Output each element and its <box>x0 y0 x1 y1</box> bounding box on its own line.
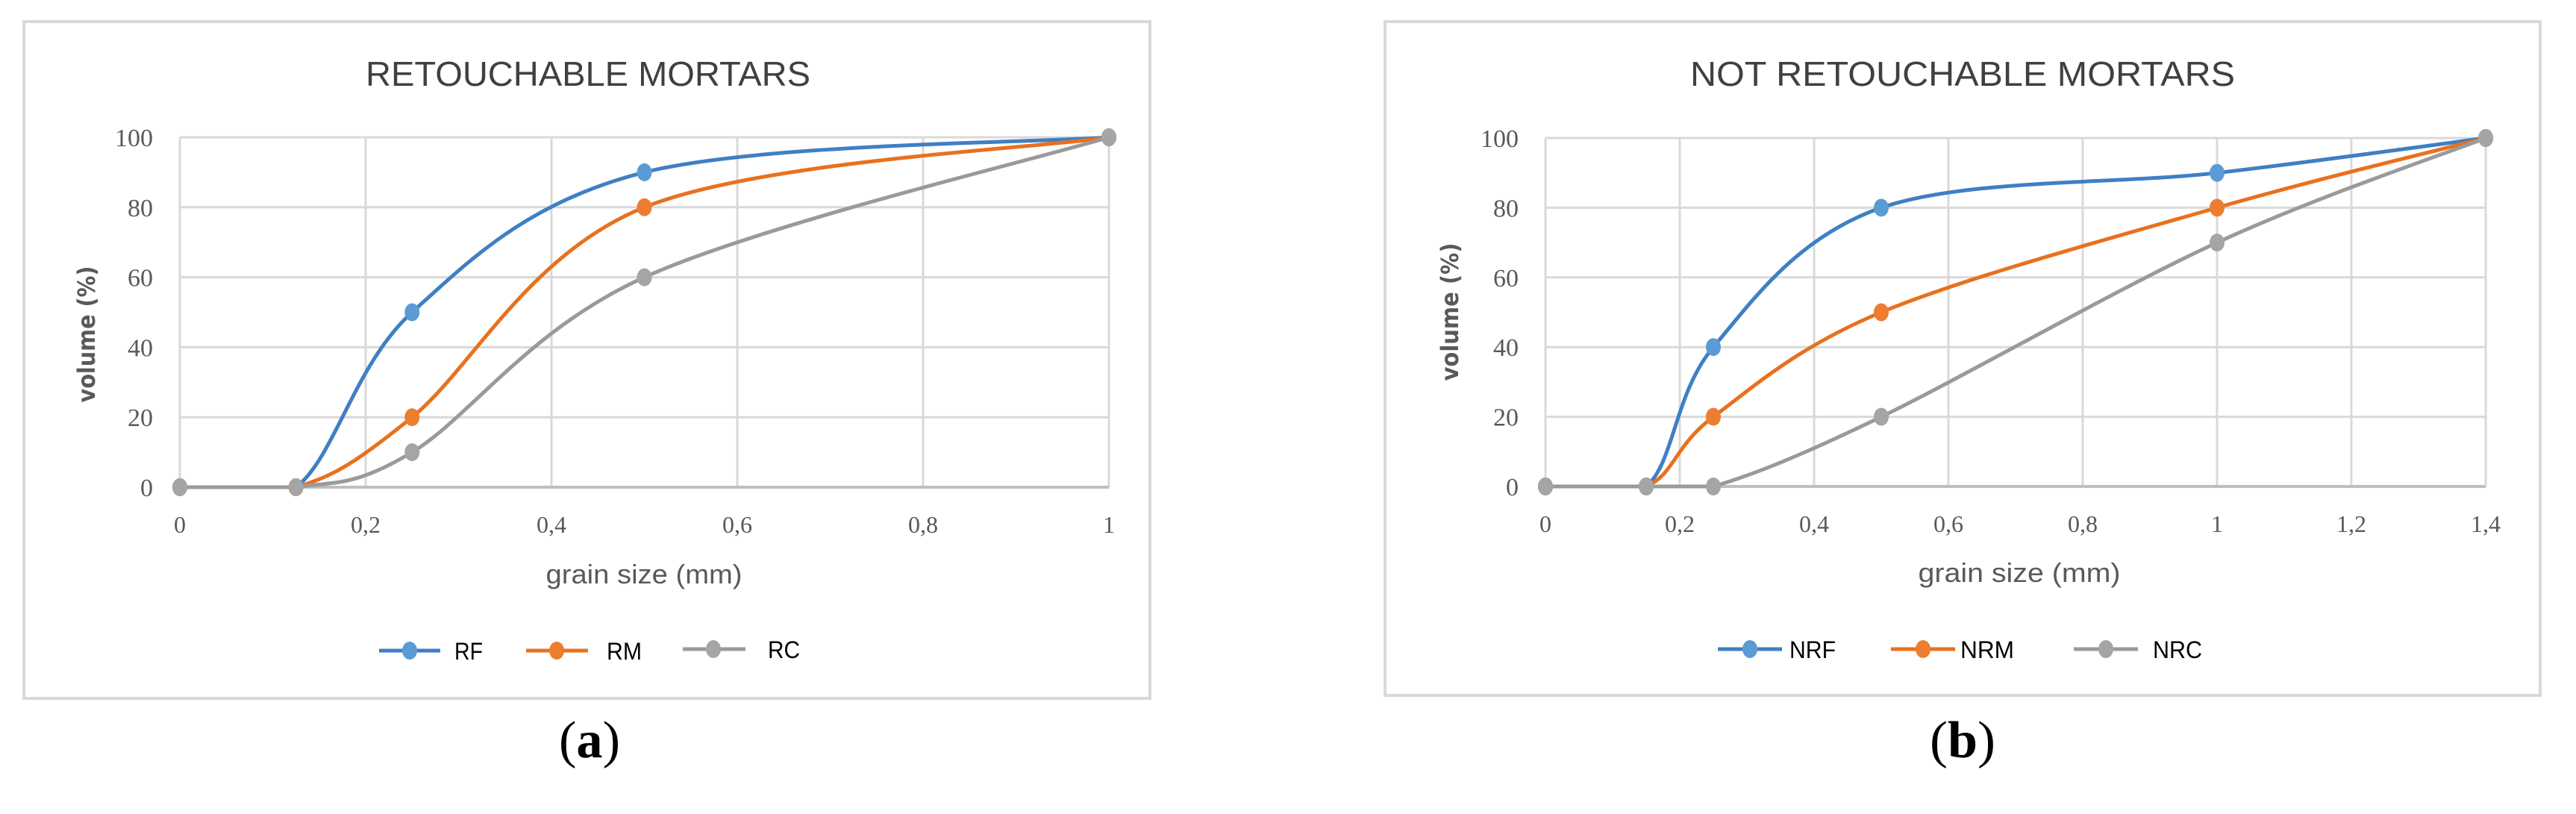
data-point-marker-icon <box>1874 407 1889 426</box>
series-lines <box>1538 129 2493 495</box>
data-point-marker-icon <box>637 198 652 216</box>
y-tick-label: 80 <box>128 195 153 222</box>
x-tick-label: 0,8 <box>2068 510 2098 537</box>
chart-frame <box>22 20 1151 700</box>
legend-label: NRC <box>2153 636 2202 663</box>
data-point-marker-icon <box>404 408 420 427</box>
chart-not-retouchable-mortars: NOT RETOUCHABLE MORTARS 0 20 40 60 80 100 0 0,… <box>1384 20 2542 697</box>
series-line <box>1543 136 2488 489</box>
x-tick-label: 1 <box>1103 511 1115 538</box>
panel-caption-b: (b) <box>1930 712 1995 769</box>
x-tick-label: 1,2 <box>2336 510 2366 537</box>
y-axis-label: volume (%) <box>72 266 101 403</box>
y-tick-label: 40 <box>128 334 153 362</box>
x-tick-label: 0,6 <box>722 511 752 538</box>
panel-caption-a: (a) <box>559 712 620 769</box>
legend-label: NRF <box>1789 636 1836 663</box>
legend-marker-icon <box>549 642 564 660</box>
caption-letter: b <box>1948 712 1978 769</box>
x-tick-labels: 0 0,2 0,4 0,6 0,8 1 <box>174 511 1115 538</box>
data-point-marker-icon <box>1101 128 1116 146</box>
x-tick-labels: 0 0,2 0,4 0,6 0,8 1 1,2 1,4 <box>1539 510 2501 537</box>
legend-marker-icon <box>2098 640 2113 658</box>
data-point-marker-icon <box>1706 407 1721 426</box>
x-tick-label: 1,4 <box>2471 510 2501 537</box>
data-point-marker-icon <box>1874 303 1889 322</box>
y-tick-label: 20 <box>128 404 153 432</box>
x-tick-label: 0 <box>174 511 186 538</box>
legend-label: RC <box>768 636 800 663</box>
caption-letter: a <box>576 712 602 769</box>
data-point-marker-icon <box>1706 338 1721 357</box>
data-point-marker-icon <box>404 443 420 462</box>
x-tick-label: 0,2 <box>1665 510 1695 537</box>
data-point-marker-icon <box>2210 198 2225 217</box>
y-tick-label: 40 <box>1493 334 1519 362</box>
legend-marker-icon <box>1916 640 1931 658</box>
grid <box>178 136 1110 489</box>
legend-item-nrf: NRF <box>1718 636 1836 663</box>
x-axis-label: grain size (mm) <box>546 559 743 589</box>
y-tick-label: 20 <box>1493 404 1519 432</box>
x-tick-label: 0 <box>1539 510 1551 537</box>
data-point-marker-icon <box>1706 478 1721 495</box>
legend-item-rc: RC <box>683 636 800 663</box>
y-tick-labels: 0 20 40 60 80 100 <box>1481 125 1519 501</box>
data-point-marker-icon <box>2210 234 2225 252</box>
legend-marker-icon <box>402 642 417 660</box>
y-tick-label: 0 <box>1506 474 1519 501</box>
y-tick-label: 60 <box>1493 265 1519 292</box>
x-tick-label: 0,8 <box>908 511 938 538</box>
data-point-marker-icon <box>288 478 304 496</box>
x-tick-label: 1 <box>2211 510 2223 537</box>
data-point-marker-icon <box>2210 163 2225 182</box>
series-lines <box>172 128 1116 496</box>
x-tick-label: 0,2 <box>351 511 381 538</box>
x-axis-label: grain size (mm) <box>1919 557 2121 588</box>
y-tick-labels: 0 20 40 60 80 100 <box>115 125 153 502</box>
legend-label: NRM <box>1960 636 2014 663</box>
legend-item-nrc: NRC <box>2074 636 2202 663</box>
data-point-marker-icon <box>1874 198 1889 217</box>
y-tick-label: 100 <box>1481 125 1519 153</box>
data-point-marker-icon <box>2478 129 2493 147</box>
chart-frame <box>1384 20 2542 697</box>
x-tick-label: 0,4 <box>537 511 566 538</box>
data-point-marker-icon <box>1639 478 1654 495</box>
legend-label: RM <box>607 638 642 665</box>
series-rc <box>172 128 1116 496</box>
x-tick-label: 0,6 <box>1933 510 1963 537</box>
data-point-marker-icon <box>172 478 187 496</box>
legend-label: RF <box>454 638 483 665</box>
data-point-marker-icon <box>404 303 420 322</box>
y-tick-label: 60 <box>128 265 153 292</box>
data-point-marker-icon <box>637 268 652 287</box>
legend: NRF NRM NRC <box>1718 636 2202 663</box>
x-tick-label: 0,4 <box>1799 510 1829 537</box>
chart-title: RETOUCHABLE MORTARS <box>366 54 810 93</box>
y-tick-label: 0 <box>140 475 153 502</box>
y-tick-label: 80 <box>1493 195 1519 222</box>
legend: RF RM RC <box>379 636 800 665</box>
legend-item-rm: RM <box>526 638 642 665</box>
legend-item-nrm: NRM <box>1891 636 2014 663</box>
legend-marker-icon <box>706 640 721 658</box>
y-tick-label: 100 <box>115 125 153 152</box>
data-point-marker-icon <box>637 163 652 181</box>
legend-marker-icon <box>1742 640 1757 658</box>
legend-item-rf: RF <box>379 638 483 665</box>
chart-retouchable-mortars: RETOUCHABLE MORTARS 0 20 40 60 80 100 0 0,2 0,4… <box>22 20 1151 700</box>
data-point-marker-icon <box>1538 478 1553 495</box>
series-nrc <box>1538 129 2493 495</box>
y-axis-label: volume (%) <box>1436 243 1464 381</box>
chart-title: NOT RETOUCHABLE MORTARS <box>1690 54 2235 93</box>
